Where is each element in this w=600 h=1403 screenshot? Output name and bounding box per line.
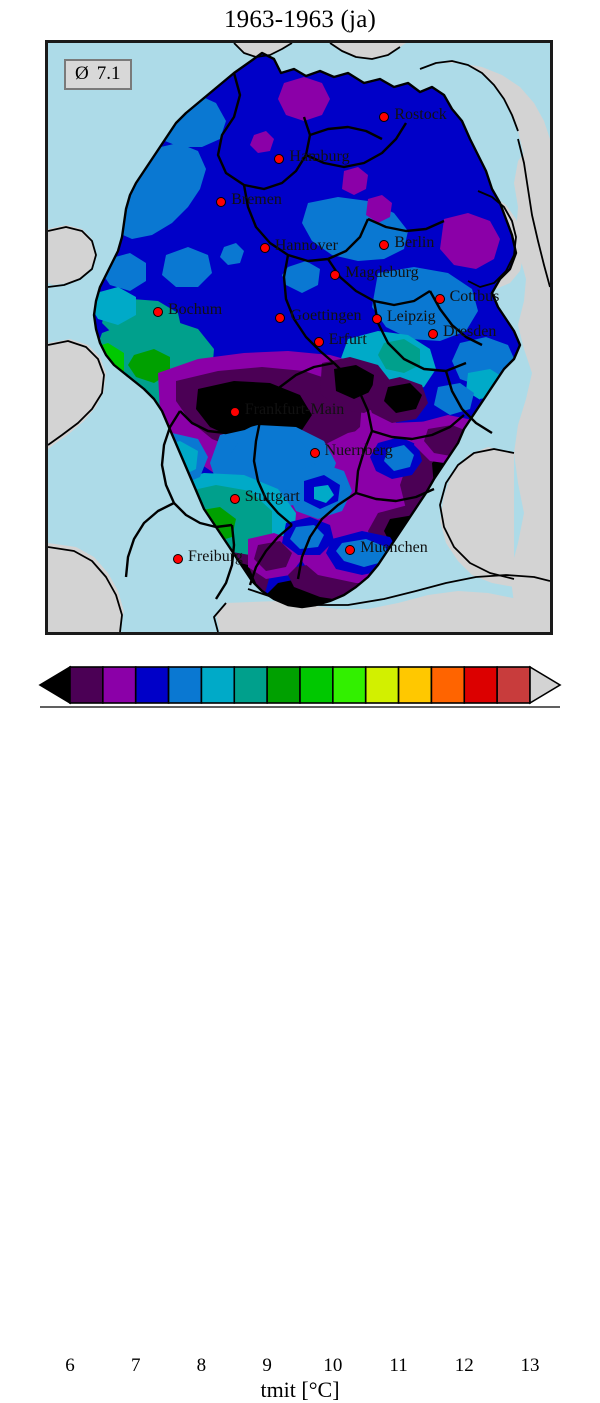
city-label: Bremen	[231, 191, 282, 209]
mean-symbol: Ø	[75, 63, 89, 84]
city-dot-icon	[274, 153, 285, 164]
colorbar-segment-8	[332, 666, 367, 704]
colorbar	[38, 665, 562, 708]
colorbar-tick-13: 13	[520, 1355, 540, 1376]
colorbar-segment-11	[430, 666, 466, 704]
colorbar-segment-12	[463, 666, 498, 704]
colorbar-segment-1	[102, 666, 137, 704]
city-label: Goettingen	[290, 307, 362, 325]
city-dot-icon	[379, 112, 390, 123]
colorbar-tick-8: 8	[196, 1355, 207, 1376]
temperature-map	[48, 43, 550, 632]
colorbar-segment-5	[233, 666, 268, 704]
city-dot-icon	[330, 269, 341, 280]
colorbar-axis-label: tmit [°C]	[260, 1377, 340, 1402]
city-label: Freiburg	[188, 548, 243, 566]
city-dot-icon	[275, 313, 286, 324]
city-dot-icon	[173, 554, 184, 565]
colorbar-tick-9: 9	[262, 1355, 272, 1376]
mean-value-box: Ø 7.1	[64, 59, 133, 90]
colorbar-under-arrow	[38, 665, 71, 705]
city-label: Frankfurt-Main	[244, 401, 345, 419]
colorbar-tick-10: 10	[323, 1355, 343, 1376]
city-label: Bochum	[167, 300, 223, 318]
city-dot-icon	[428, 328, 439, 339]
page-title: 1963-1963 (ja)	[223, 6, 377, 33]
city-label: Dresden	[443, 322, 497, 340]
colorbar-tick-6: 6	[65, 1355, 75, 1376]
colorbar-segment-4	[200, 666, 236, 704]
city-dot-icon	[229, 494, 240, 505]
city-dot-icon	[309, 448, 320, 459]
city-dot-icon	[379, 239, 390, 250]
colorbar-segment-10	[397, 666, 433, 704]
city-dot-icon	[229, 407, 240, 418]
mean-value: 7.1	[96, 63, 121, 84]
city-dot-icon	[434, 294, 445, 305]
colorbar-segment-2	[134, 666, 170, 704]
border-outline-layer	[48, 43, 550, 632]
city-label: Nuernberg	[324, 442, 393, 460]
city-label: Erfurt	[328, 331, 367, 349]
city-label: Leipzig	[386, 308, 436, 326]
city-dot-icon	[371, 314, 382, 325]
colorbar-tick-11: 11	[389, 1355, 408, 1376]
city-dot-icon	[259, 242, 270, 253]
colorbar-segment-9	[364, 666, 400, 704]
city-dot-icon	[152, 306, 163, 317]
city-label: Hannover	[274, 236, 338, 254]
colorbar-tick-7: 7	[130, 1355, 141, 1376]
city-label: Cottbus	[449, 288, 500, 306]
city-label: Stuttgart	[244, 488, 300, 506]
colorbar-segment-0	[69, 666, 104, 704]
city-label: Berlin	[394, 233, 435, 251]
colorbar-over-arrow	[529, 665, 562, 705]
colorbar-segment-6	[266, 666, 301, 704]
city-dot-icon	[216, 197, 227, 208]
map-panel: Ø 7.1 Rostock Hamburg Bremen Hannover Berlin M…	[45, 40, 553, 635]
city-label: Hamburg	[289, 147, 350, 165]
city-dot-icon	[345, 545, 356, 556]
city-label: Rostock	[394, 106, 447, 124]
colorbar-segments	[38, 665, 562, 708]
city-label: Muenchen	[360, 539, 428, 557]
colorbar-segment-13	[496, 666, 531, 704]
colorbar-segment-3	[167, 666, 203, 704]
colorbar-tick-12: 12	[454, 1355, 474, 1376]
city-label: Magdeburg	[345, 263, 419, 281]
city-dot-icon	[313, 337, 324, 348]
colorbar-section: 6 7 8 9 10 11 12 13 tmit [°C]	[0, 655, 600, 1402]
colorbar-segment-7	[299, 666, 334, 704]
